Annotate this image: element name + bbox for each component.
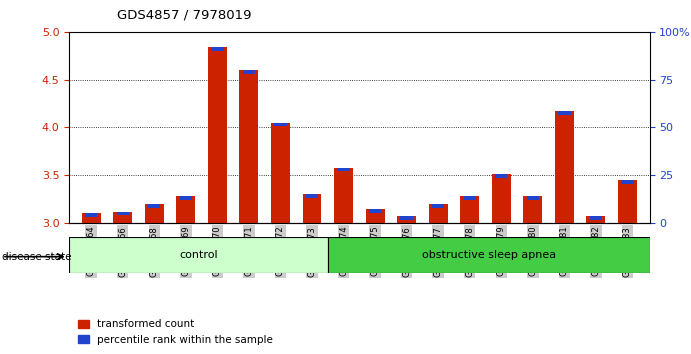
Bar — [113, 212, 132, 223]
Bar — [69, 237, 328, 273]
Bar — [240, 70, 258, 223]
Bar — [334, 167, 353, 223]
Bar — [208, 47, 227, 223]
Bar — [145, 204, 164, 223]
Bar — [243, 70, 255, 74]
Bar — [306, 194, 318, 198]
Bar — [587, 216, 605, 223]
Bar — [558, 111, 571, 115]
Bar — [492, 174, 511, 223]
Legend: transformed count, percentile rank within the sample: transformed count, percentile rank withi… — [75, 315, 277, 349]
Bar — [428, 204, 448, 223]
Bar — [211, 47, 223, 51]
Bar — [464, 196, 476, 200]
Bar — [337, 167, 350, 171]
Bar — [527, 196, 539, 200]
Bar — [274, 123, 287, 126]
Bar — [555, 111, 574, 223]
Text: disease state: disease state — [2, 252, 72, 262]
Bar — [401, 216, 413, 220]
Bar — [369, 209, 381, 212]
Bar — [460, 196, 479, 223]
Bar — [180, 196, 192, 200]
Text: GDS4857 / 7978019: GDS4857 / 7978019 — [117, 9, 252, 22]
Bar — [621, 180, 634, 184]
Bar — [176, 196, 196, 223]
Bar — [432, 204, 444, 208]
Bar — [328, 237, 650, 273]
Bar — [523, 196, 542, 223]
Text: obstructive sleep apnea: obstructive sleep apnea — [422, 250, 556, 260]
Bar — [366, 209, 385, 223]
Bar — [117, 212, 129, 215]
Bar — [148, 204, 160, 208]
Bar — [495, 174, 507, 178]
Text: control: control — [179, 250, 218, 260]
Bar — [303, 194, 321, 223]
Bar — [85, 213, 97, 217]
Bar — [397, 216, 416, 223]
Bar — [589, 216, 602, 220]
Bar — [82, 213, 101, 223]
Bar — [618, 180, 637, 223]
Bar — [271, 123, 290, 223]
